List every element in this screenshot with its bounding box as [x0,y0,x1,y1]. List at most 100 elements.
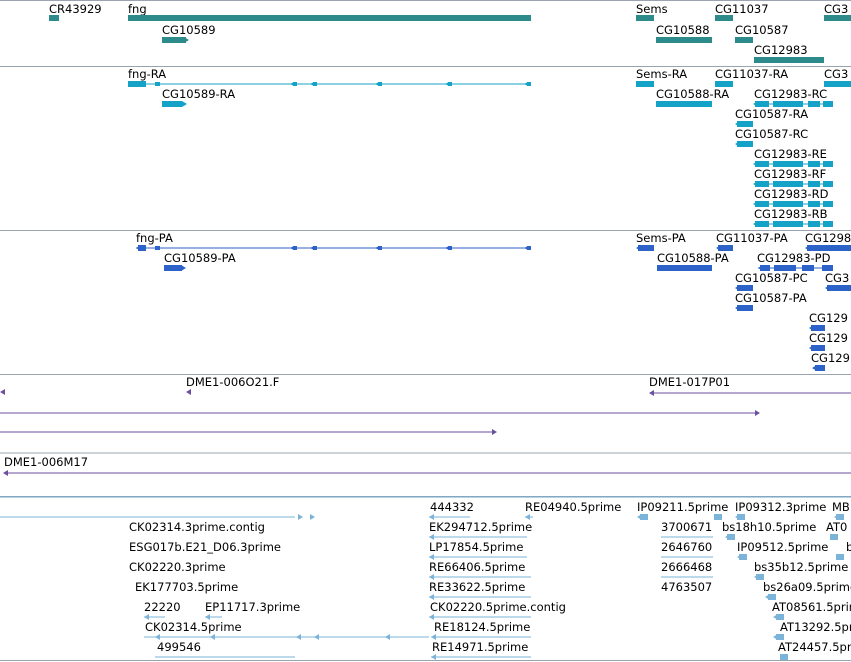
gene-feature[interactable] [824,15,851,21]
protein-label[interactable]: CG3 [825,271,849,285]
gene-label[interactable]: CG10588 [656,23,710,37]
exon-block[interactable] [755,161,769,167]
protein-label[interactable]: CG129 [811,351,850,365]
est-label[interactable]: CK02314.3prime.contig [129,520,265,534]
est-label[interactable]: MB [832,500,850,514]
est-label[interactable]: 499546 [157,640,201,654]
est-label[interactable]: AT0 [826,520,847,534]
gene-feature[interactable] [754,57,824,63]
exon-block[interactable] [656,101,712,107]
exon-block[interactable] [755,201,769,207]
transcript-label[interactable]: CG10587-RC [735,127,808,141]
exon-block[interactable] [823,181,833,187]
transcript-label[interactable]: CG12983-RE [754,147,827,161]
protein-label[interactable]: fng-PA [136,231,173,245]
est-block[interactable] [727,534,735,540]
est-label[interactable]: RE33622.5prime [429,580,525,594]
protein-label[interactable]: CG10589-PA [164,251,236,265]
exon-block[interactable] [823,161,833,167]
exon-block[interactable] [822,265,833,271]
est-label[interactable]: b [846,540,851,554]
protein-label[interactable]: CG12983-PD [757,251,831,265]
exon-block[interactable] [293,246,297,250]
exon-block[interactable] [128,81,146,87]
transcript-label[interactable]: CG12983-RB [754,207,828,221]
est-block[interactable] [836,554,844,560]
est-label[interactable]: ESG017b.E21_D06.3prime [129,540,281,554]
est-label[interactable]: 22220 [144,600,181,614]
exon-block[interactable] [823,221,833,227]
protein-label[interactable]: CG11037-PA [716,231,788,245]
gene-label[interactable]: CG12983 [754,43,808,57]
exon-block[interactable] [824,81,851,87]
exon-block[interactable] [755,101,769,107]
exon-block[interactable] [737,141,753,147]
exon-block[interactable] [162,101,182,107]
est-label[interactable]: EP11717.3prime [205,600,300,614]
exon-block[interactable] [155,246,160,250]
gene-label[interactable]: CG10587 [735,23,789,37]
exon-block[interactable] [718,245,733,251]
est-label[interactable]: AT24457.5prime [778,640,851,654]
est-block[interactable] [768,594,776,600]
exon-block[interactable] [638,245,654,251]
exon-block[interactable] [811,345,825,351]
gene-feature[interactable] [735,37,753,43]
exon-block[interactable] [802,265,814,271]
protein-label[interactable]: CG10587-PC [735,271,808,285]
transcript-label[interactable]: CG10587-RA [735,107,808,121]
protein-label[interactable]: CG10588-PA [657,251,729,265]
est-label[interactable]: IP09512.5prime [737,540,828,554]
exon-block[interactable] [755,181,769,187]
est-block[interactable] [714,514,722,520]
exon-block[interactable] [138,245,146,251]
exon-block[interactable] [808,161,820,167]
exon-block[interactable] [808,101,820,107]
protein-label[interactable]: CG1298 [805,231,851,245]
est-block[interactable] [640,514,648,520]
est-label[interactable]: 2646760 [661,540,712,554]
exon-block[interactable] [164,265,182,271]
est-label[interactable]: bs26a09.5prime [763,580,851,594]
gene-label[interactable]: CR43929 [49,2,102,16]
est-label[interactable]: AT13292.5prime [780,620,851,634]
est-block[interactable] [780,654,788,660]
exon-block[interactable] [808,201,820,207]
est-label[interactable]: RE66406.5prime [429,560,525,574]
est-block[interactable] [756,574,764,580]
est-label[interactable]: CK02220.3prime [129,560,226,574]
exon-block[interactable] [760,265,770,271]
exon-block[interactable] [811,325,825,331]
exon-block[interactable] [527,82,531,86]
est-label[interactable]: CK02220.5prime.contig [430,600,566,614]
protein-label[interactable]: CG129 [809,331,848,345]
exon-block[interactable] [448,82,452,86]
exon-block[interactable] [527,246,531,250]
transcript-label[interactable]: CG11037-RA [715,67,788,81]
gene-label[interactable]: CG11037 [715,2,769,16]
est-label[interactable]: LP17854.5prime [429,540,523,554]
gene-label[interactable]: CG3 [824,2,848,16]
est-label[interactable]: EK177703.5prime [135,580,238,594]
gene-label[interactable]: CG10589 [162,23,216,37]
exon-block[interactable] [773,101,803,107]
exon-block[interactable] [293,82,297,86]
est-label[interactable]: CK02314.5prime [145,620,242,634]
protein-label[interactable]: CG129 [809,311,848,325]
exon-block[interactable] [755,221,769,227]
exon-block[interactable] [378,246,382,250]
transcript-label[interactable]: Sems-RA [636,67,687,81]
est-label[interactable]: RE14971.5prime [432,640,528,654]
exon-block[interactable] [827,285,851,291]
est-label[interactable]: 2666468 [661,560,712,574]
est-block[interactable] [830,534,838,540]
exon-block[interactable] [773,181,803,187]
est-label[interactable]: EK294712.5prime [429,520,532,534]
est-label[interactable]: bs35b12.5prime [754,560,848,574]
exon-block[interactable] [808,181,820,187]
exon-block[interactable] [823,101,833,107]
transcript-label[interactable]: CG12983-RD [754,187,829,201]
exon-block[interactable] [378,82,382,86]
exon-block[interactable] [313,82,317,86]
exon-block[interactable] [808,221,820,227]
